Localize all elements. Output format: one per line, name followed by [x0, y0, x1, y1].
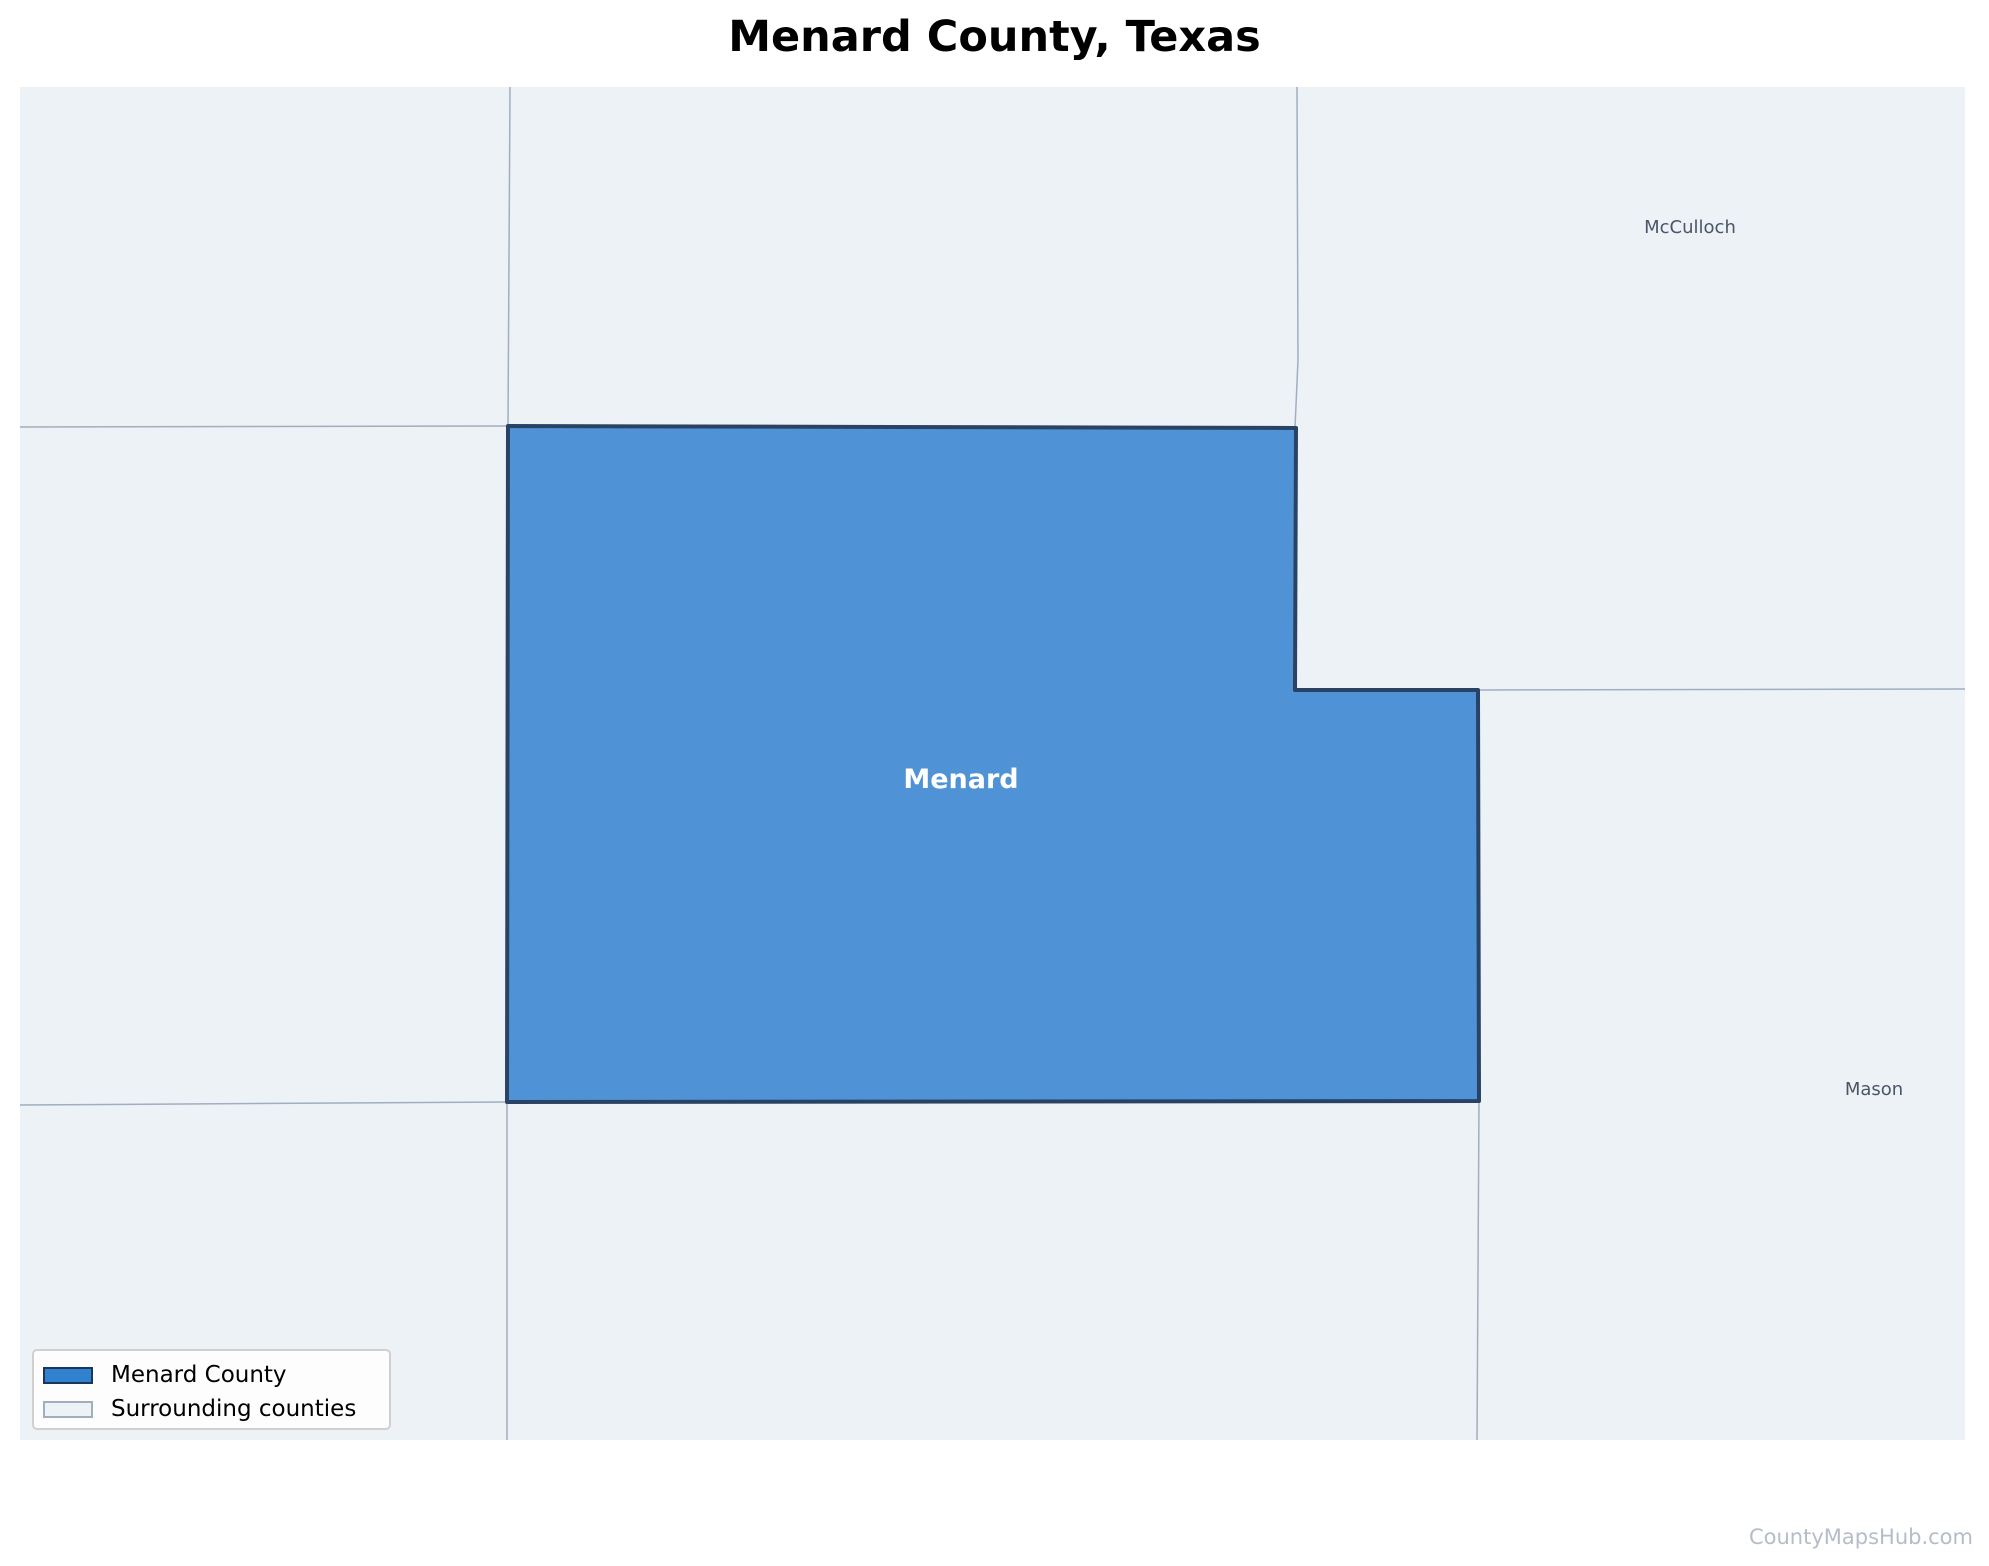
menard-county-label: Menard	[903, 764, 1018, 795]
legend-label: Menard County	[111, 1362, 287, 1388]
mason-county-label: Mason	[1845, 1079, 1903, 1100]
menard-county-shape[interactable]	[505, 424, 1481, 1104]
map-legend: Menard County Surrounding counties	[32, 1349, 391, 1430]
legend-item-neighbor: Surrounding counties	[43, 1392, 389, 1426]
boundary-line	[19, 1101, 508, 1106]
boundary-line	[1476, 1100, 1480, 1441]
legend-item-highlight: Menard County	[43, 1358, 389, 1392]
legend-swatch-neighbor	[43, 1400, 93, 1418]
boundary-line	[1294, 86, 1299, 429]
map-title: Menard County, Texas	[728, 12, 1261, 62]
mcculloch-county-label: McCulloch	[1644, 217, 1736, 238]
boundary-line	[19, 425, 509, 428]
legend-label: Surrounding counties	[111, 1396, 357, 1422]
boundary-line	[507, 86, 511, 427]
watermark: CountyMapsHub.com	[1748, 1525, 1973, 1549]
neighbor-boundaries	[19, 86, 1966, 1441]
boundary-line	[1477, 688, 1966, 691]
legend-swatch-highlight	[43, 1366, 93, 1384]
